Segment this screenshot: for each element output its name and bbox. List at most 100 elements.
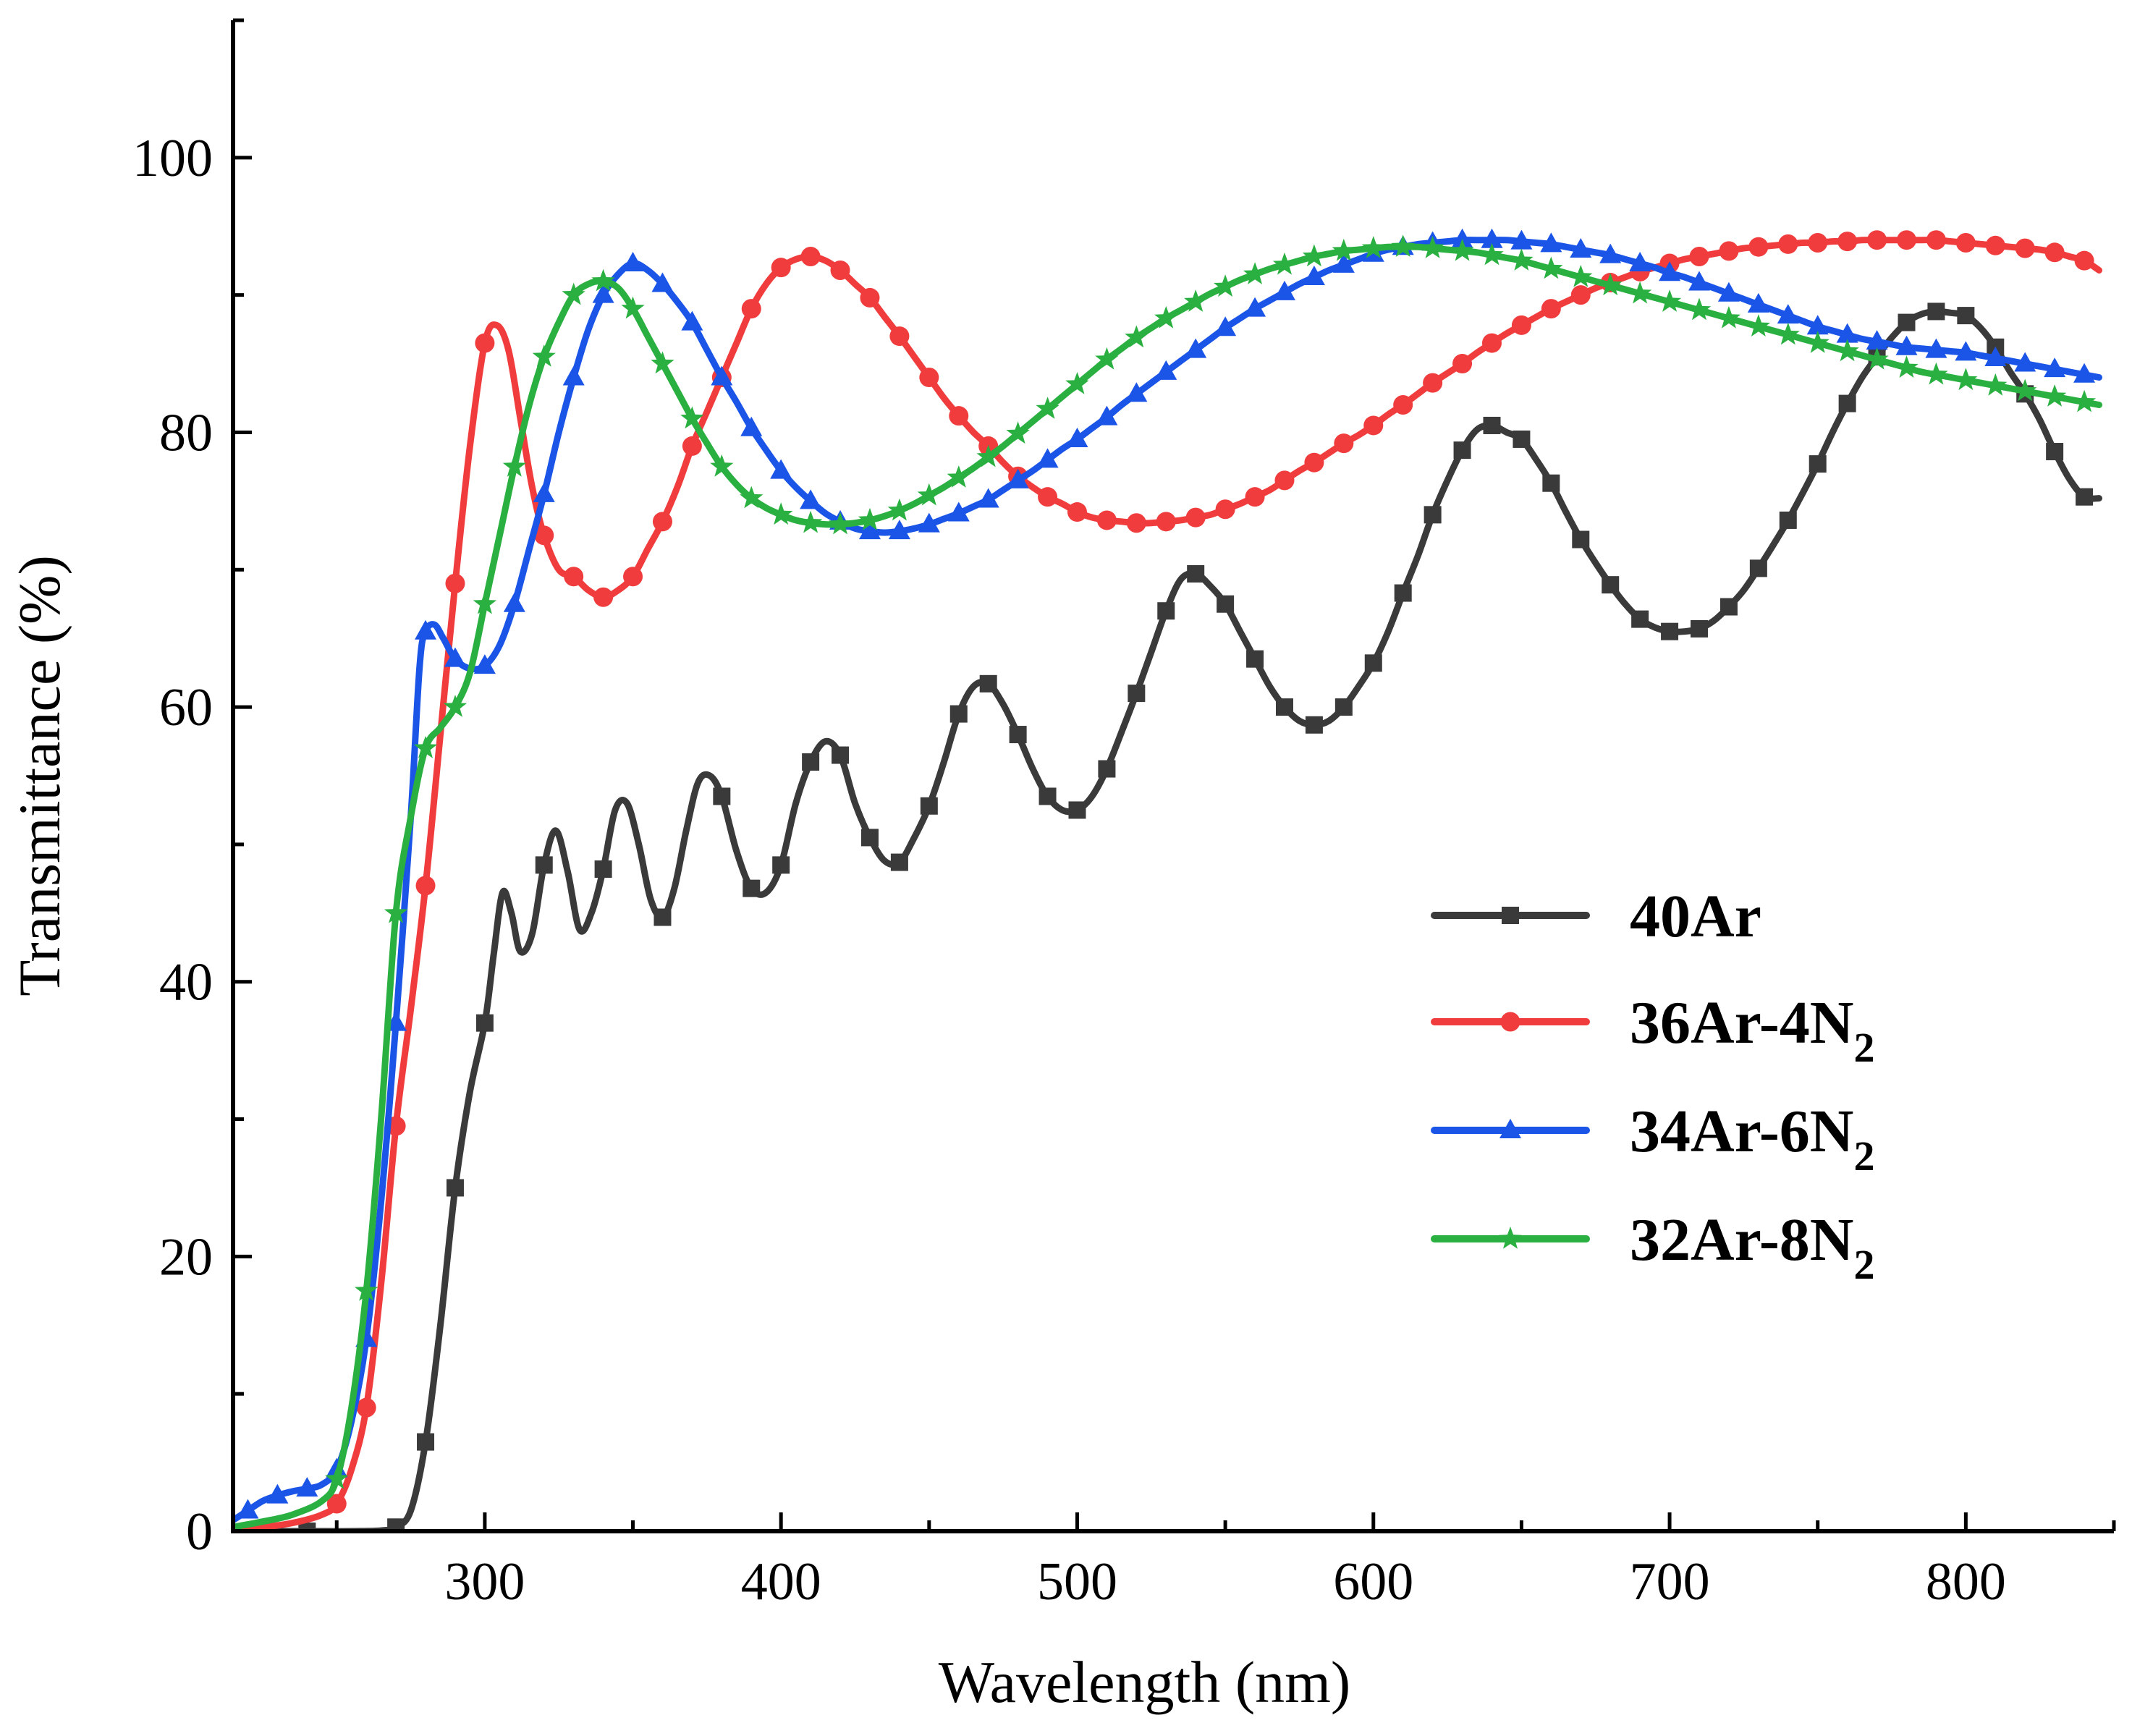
data-point-36ar-4n2 (1185, 507, 1206, 528)
data-point-36ar-4n2 (1541, 299, 1561, 319)
data-point-36ar-4n2 (1570, 285, 1591, 305)
data-point-36ar-4n2 (1215, 499, 1235, 520)
legend-item-40ar: 40Ar (1431, 883, 1761, 950)
data-point-40ar (1809, 455, 1827, 473)
data-point-40ar (1038, 787, 1057, 805)
data-point-32ar-8n2 (1243, 262, 1267, 284)
data-point-32ar-8n2 (1184, 289, 1208, 312)
data-point-34ar-6n2 (1659, 261, 1681, 281)
data-point-40ar (1513, 430, 1531, 448)
data-point-36ar-4n2 (800, 246, 821, 266)
legend-label-subscript: 2 (1853, 1241, 1874, 1288)
data-point-34ar-6n2 (237, 1499, 259, 1519)
legend-marker (1502, 907, 1519, 924)
data-point-32ar-8n2 (1569, 265, 1593, 287)
y-tick-label: 100 (132, 129, 213, 188)
data-point-36ar-4n2 (1837, 232, 1858, 252)
data-point-34ar-6n2 (2044, 357, 2066, 378)
data-point-34ar-6n2 (858, 520, 881, 540)
data-point-40ar (1779, 511, 1797, 529)
data-point-40ar (1305, 716, 1323, 734)
data-point-32ar-8n2 (1391, 234, 1415, 257)
data-point-34ar-6n2 (947, 501, 970, 522)
data-point-34ar-6n2 (266, 1483, 289, 1504)
data-point-34ar-6n2 (1836, 323, 1858, 343)
data-point-34ar-6n2 (444, 647, 466, 667)
data-point-32ar-8n2 (1421, 236, 1444, 258)
data-point-32ar-8n2 (828, 512, 853, 535)
data-point-32ar-8n2 (562, 282, 585, 305)
data-point-32ar-8n2 (1628, 281, 1652, 304)
data-point-36ar-4n2 (682, 436, 702, 456)
data-point-34ar-6n2 (888, 520, 910, 540)
data-point-34ar-6n2 (1925, 338, 1947, 358)
x-tick-label: 800 (1926, 1552, 2006, 1612)
data-point-34ar-6n2 (1895, 335, 1918, 355)
data-point-32ar-8n2 (1154, 305, 1178, 329)
data-point-34ar-6n2 (1481, 228, 1503, 248)
data-point-40ar (860, 829, 879, 847)
data-point-32ar-8n2 (591, 268, 615, 292)
data-point-40ar (743, 879, 761, 897)
data-point-32ar-8n2 (1095, 347, 1119, 370)
data-point-36ar-4n2 (1778, 234, 1798, 254)
data-point-36ar-4n2 (1955, 233, 1976, 253)
axes-layer (231, 18, 2116, 1533)
data-point-40ar (920, 797, 938, 815)
data-point-34ar-6n2 (592, 283, 614, 303)
data-point-32ar-8n2 (1924, 362, 1948, 385)
data-point-32ar-8n2 (1214, 274, 1238, 297)
data-point-32ar-8n2 (1717, 305, 1741, 329)
data-point-36ar-4n2 (1481, 333, 1502, 353)
data-point-40ar (1334, 698, 1353, 716)
data-point-36ar-4n2 (415, 876, 436, 896)
data-point-36ar-4n2 (1423, 373, 1443, 393)
data-point-40ar (1364, 654, 1382, 672)
data-point-40ar (1661, 622, 1679, 640)
data-point-40ar (653, 908, 672, 926)
data-point-40ar (594, 860, 612, 878)
data-point-36ar-4n2 (771, 258, 791, 278)
data-point-32ar-8n2 (651, 351, 674, 374)
data-point-34ar-6n2 (1717, 281, 1740, 302)
data-point-34ar-6n2 (711, 365, 733, 386)
data-point-32ar-8n2 (1687, 297, 1712, 321)
data-point-36ar-4n2 (593, 587, 614, 607)
data-point-36ar-4n2 (919, 368, 939, 388)
data-point-36ar-4n2 (1156, 512, 1176, 532)
data-point-36ar-4n2 (1274, 470, 1295, 491)
data-point-32ar-8n2 (740, 486, 763, 509)
data-point-36ar-4n2 (1926, 230, 1946, 250)
data-point-34ar-6n2 (1125, 382, 1148, 402)
data-point-32ar-8n2 (325, 1466, 349, 1489)
data-point-40ar (1275, 698, 1293, 716)
data-point-36ar-4n2 (564, 567, 584, 587)
data-point-36ar-4n2 (652, 512, 672, 532)
data-point-36ar-4n2 (1334, 433, 1354, 454)
data-point-40ar (1838, 394, 1856, 412)
data-point-34ar-6n2 (1066, 427, 1088, 447)
data-point-36ar-4n2 (1126, 513, 1146, 533)
data-point-36ar-4n2 (1896, 230, 1916, 250)
data-point-34ar-6n2 (2073, 363, 2096, 383)
y-tick-label: 0 (186, 1502, 213, 1562)
data-point-40ar (417, 1433, 435, 1451)
data-point-34ar-6n2 (1570, 237, 1592, 258)
data-point-32ar-8n2 (710, 454, 734, 477)
data-point-32ar-8n2 (1806, 331, 1829, 353)
data-point-40ar (949, 705, 968, 723)
data-point-32ar-8n2 (1065, 372, 1089, 394)
data-point-32ar-8n2 (769, 502, 793, 525)
data-point-34ar-6n2 (1599, 243, 1622, 263)
series-layer (233, 228, 2102, 1531)
data-point-34ar-6n2 (918, 512, 940, 533)
data-point-40ar (1217, 595, 1235, 613)
data-point-32ar-8n2 (976, 444, 1000, 467)
data-point-34ar-6n2 (503, 592, 525, 612)
data-point-36ar-4n2 (1511, 315, 1531, 335)
legend-label: 40Ar (1630, 883, 1761, 950)
data-point-32ar-8n2 (1746, 314, 1770, 336)
data-point-36ar-4n2 (356, 1397, 376, 1418)
